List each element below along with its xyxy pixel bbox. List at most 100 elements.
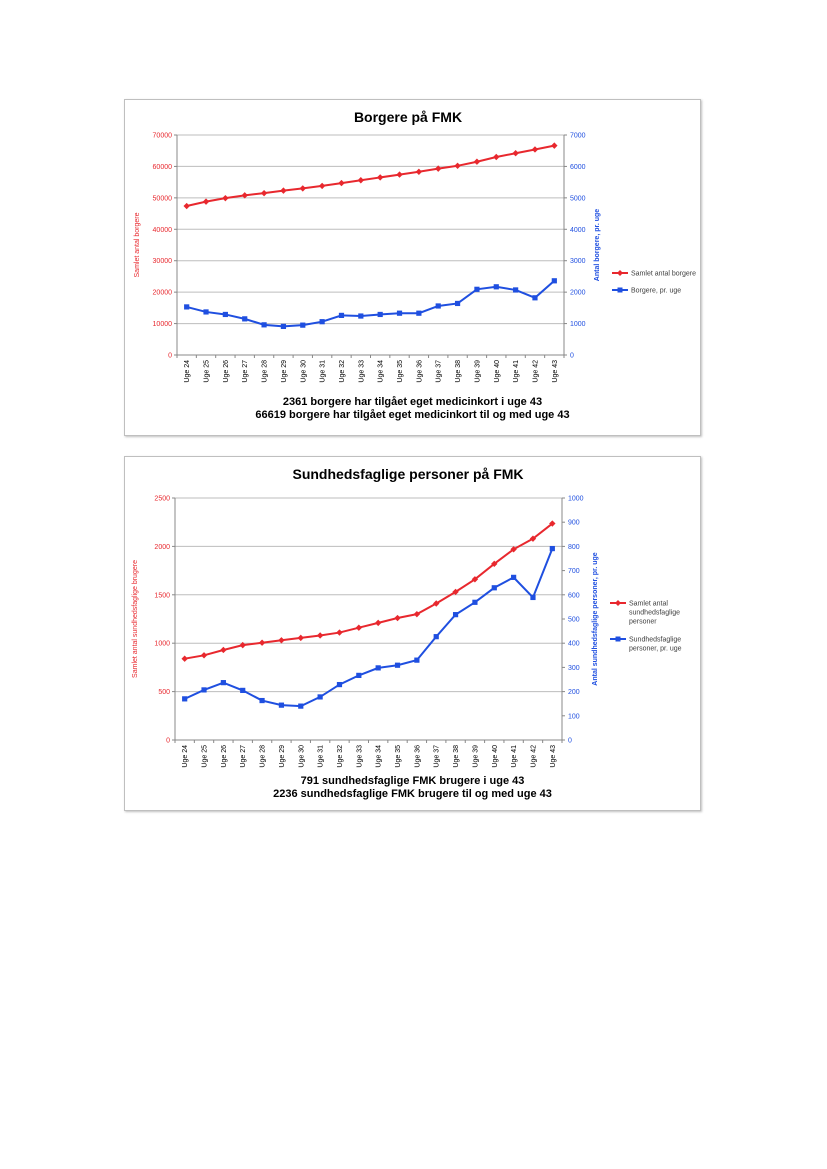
left-tick-label: 70000	[153, 133, 173, 140]
data-point	[183, 202, 190, 210]
right-tick-label: 0	[568, 738, 572, 745]
data-point	[435, 303, 441, 309]
left-tick-label: 2000	[154, 544, 170, 551]
x-tick-label: Uge 33	[356, 745, 363, 768]
data-point	[317, 694, 323, 700]
data-point	[394, 614, 401, 622]
data-point	[471, 576, 479, 583]
x-tick-label: Uge 43	[552, 360, 559, 383]
x-tick-label: Uge 31	[320, 360, 327, 383]
left-tick-label: 1000	[154, 641, 170, 648]
x-tick-label: Uge 24	[184, 360, 191, 383]
x-tick-label: Uge 40	[494, 360, 501, 383]
x-tick-label: Uge 38	[453, 745, 460, 768]
data-point	[260, 189, 268, 197]
data-point	[336, 681, 343, 688]
x-tick-label: Uge 32	[339, 360, 346, 383]
data-point	[358, 313, 364, 319]
left-tick-label: 0	[168, 353, 172, 360]
data-point	[396, 171, 403, 178]
chart-sundhedsfaglige-caption: 791 sundhedsfaglige FMK brugere i uge 43…	[125, 775, 700, 801]
x-tick-label: Uge 31	[318, 745, 325, 768]
legend-marker	[615, 600, 621, 606]
left-tick-label: 50000	[153, 195, 173, 202]
data-point	[493, 284, 499, 290]
data-point	[181, 655, 188, 662]
data-point	[357, 177, 365, 184]
left-tick-label: 1500	[154, 592, 170, 599]
chart-sundhedsfaglige: Sundhedsfaglige personer på FMK 0 500 1000 1…	[124, 456, 701, 811]
caption-line-2: 66619 borgere har tilgået eget medicinko…	[255, 409, 570, 421]
x-tick-label: Uge 41	[513, 360, 520, 383]
x-tick-label: Uge 27	[242, 360, 249, 383]
data-point	[316, 632, 324, 639]
x-tick-label: Uge 30	[300, 360, 307, 383]
series-line-1	[184, 522, 553, 660]
right-tick-label: 200	[568, 689, 580, 696]
chart-borgere-caption: 2361 borgere har tilgået eget medicinkor…	[125, 396, 700, 422]
caption-line-2: 2236 sundhedsfaglige FMK brugere til og …	[273, 788, 552, 800]
right-tick-label: 700	[568, 568, 580, 575]
chart-borgere-svg: Borgere på FMK01000020000300004000050000…	[134, 109, 696, 383]
data-point	[414, 657, 420, 663]
data-point	[182, 696, 188, 702]
data-point	[355, 624, 363, 631]
data-point	[338, 312, 345, 318]
left-tick-label: 40000	[153, 227, 173, 234]
right-tick-label: 6000	[570, 164, 586, 171]
x-tick-label: Uge 34	[376, 745, 383, 768]
data-point	[258, 639, 266, 646]
caption-line-1: 791 sundhedsfaglige FMK brugere i uge 43	[300, 775, 525, 787]
data-point	[532, 295, 538, 301]
data-point	[184, 304, 190, 310]
left-tick-label: 0	[166, 738, 170, 745]
chart-borgere: Borgere på FMK 0 10000 20000 30000 40000 50000…	[124, 99, 701, 436]
data-point	[280, 323, 287, 329]
data-point	[530, 594, 536, 601]
chart-title: Borgere på FMK	[354, 109, 462, 125]
data-point	[511, 574, 517, 580]
left-tick-label: 10000	[153, 321, 173, 328]
data-point	[452, 588, 459, 596]
data-point	[376, 174, 384, 181]
x-tick-label: Uge 35	[397, 360, 404, 383]
series-line-2	[184, 548, 554, 708]
data-point	[512, 150, 519, 157]
x-tick-label: Uge 41	[511, 745, 518, 768]
data-point	[278, 702, 285, 708]
right-tick-label: 600	[568, 592, 580, 599]
x-tick-label: Uge 33	[358, 360, 365, 383]
right-tick-label: 2000	[570, 290, 586, 297]
data-point	[491, 585, 497, 591]
x-tick-label: Uge 30	[298, 745, 305, 768]
data-point	[261, 322, 267, 328]
data-point	[474, 286, 480, 292]
left-axis-label: Samlet antal sundhedsfaglige brugere	[132, 560, 139, 678]
x-tick-label: Uge 36	[414, 745, 421, 768]
right-tick-label: 400	[568, 641, 580, 648]
data-point	[202, 198, 210, 205]
x-tick-label: Uge 27	[240, 745, 247, 768]
data-point	[318, 182, 326, 190]
data-point	[454, 162, 461, 169]
data-point	[338, 179, 345, 187]
data-point	[452, 612, 459, 618]
data-point	[222, 311, 228, 318]
x-tick-label: Uge 37	[434, 745, 441, 768]
data-point	[493, 153, 500, 161]
data-point	[415, 168, 423, 175]
x-tick-label: Uge 43	[550, 745, 557, 768]
data-point	[377, 311, 383, 318]
data-point	[472, 599, 478, 605]
right-tick-label: 300	[568, 665, 580, 672]
data-point	[278, 637, 285, 644]
chart-title: Sundhedsfaglige personer på FMK	[292, 466, 523, 482]
x-tick-label: Uge 26	[223, 360, 230, 383]
x-tick-label: Uge 37	[436, 360, 443, 383]
caption-line-1: 2361 borgere har tilgået eget medicinkor…	[282, 396, 543, 408]
x-tick-label: Uge 38	[455, 360, 462, 383]
right-tick-label: 0	[570, 353, 574, 360]
data-point	[375, 665, 381, 671]
legend-marker	[617, 287, 623, 293]
series-line-1	[186, 144, 555, 208]
